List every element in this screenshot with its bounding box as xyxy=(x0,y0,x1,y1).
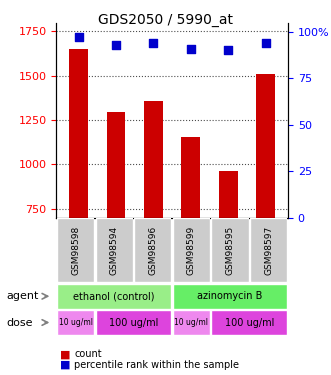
Text: dose: dose xyxy=(7,318,33,327)
Point xyxy=(151,40,156,46)
Bar xyxy=(144,100,163,218)
Text: GDS2050 / 5990_at: GDS2050 / 5990_at xyxy=(98,13,233,27)
Text: GSM98597: GSM98597 xyxy=(264,226,273,275)
Text: azinomycin B: azinomycin B xyxy=(197,291,263,301)
Text: GSM98594: GSM98594 xyxy=(110,226,119,275)
Text: 10 ug/ml: 10 ug/ml xyxy=(174,318,209,327)
Text: ■: ■ xyxy=(60,350,70,359)
Point xyxy=(225,47,231,53)
Text: GSM98599: GSM98599 xyxy=(187,226,196,275)
Text: GSM98596: GSM98596 xyxy=(148,226,157,275)
Point xyxy=(76,34,81,40)
Text: 10 ug/ml: 10 ug/ml xyxy=(59,318,93,327)
Text: 100 ug/ml: 100 ug/ml xyxy=(109,318,158,327)
Point xyxy=(263,40,268,46)
Point xyxy=(188,45,193,51)
Bar xyxy=(219,171,238,217)
Text: GSM98595: GSM98595 xyxy=(225,226,235,275)
Text: ethanol (control): ethanol (control) xyxy=(73,291,155,301)
Text: percentile rank within the sample: percentile rank within the sample xyxy=(74,360,239,369)
Text: count: count xyxy=(74,350,102,359)
Point xyxy=(114,42,119,48)
Bar xyxy=(70,49,88,217)
Bar xyxy=(107,112,125,218)
Bar xyxy=(181,137,200,218)
Bar xyxy=(256,74,275,217)
Text: 100 ug/ml: 100 ug/ml xyxy=(225,318,274,327)
Text: GSM98598: GSM98598 xyxy=(71,226,80,275)
Text: ■: ■ xyxy=(60,360,70,369)
Text: agent: agent xyxy=(7,291,39,301)
